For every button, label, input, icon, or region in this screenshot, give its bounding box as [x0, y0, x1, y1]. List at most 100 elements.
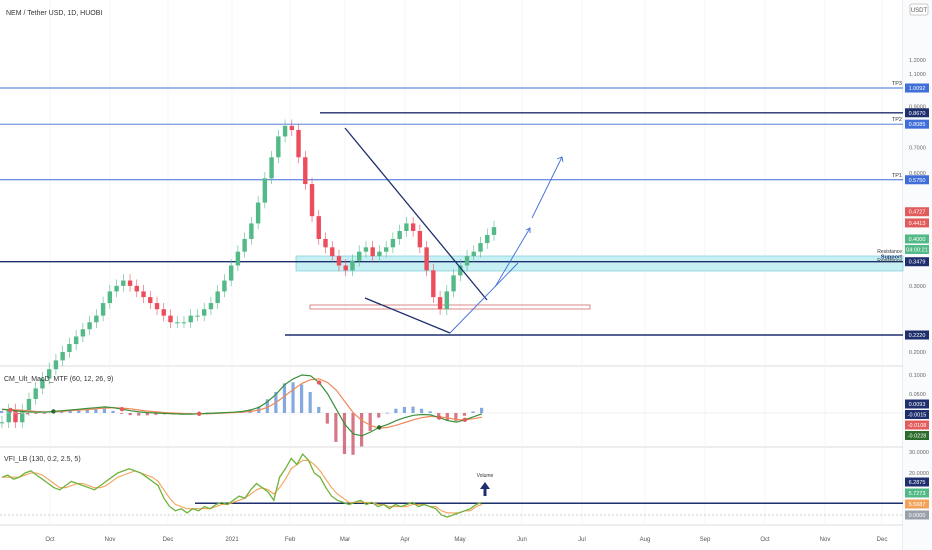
vfi-value-tag — [905, 477, 929, 487]
vfi-y-tick-label: 30.0000 — [909, 450, 929, 456]
macd-histogram-bar — [265, 399, 269, 413]
candle-body — [134, 285, 139, 292]
candle-body — [478, 243, 483, 252]
x-tick-label: Dec — [163, 537, 174, 543]
macd-histogram-bar — [34, 413, 38, 414]
macd-histogram-bar — [291, 382, 295, 413]
macd-histogram-bar — [454, 413, 458, 421]
candle-body — [471, 251, 476, 257]
price-tag — [905, 207, 929, 217]
descending-trendline — [344, 127, 488, 301]
macd-histogram-bar — [428, 411, 432, 413]
candle-body — [228, 265, 234, 281]
candle-body — [175, 322, 180, 324]
x-tick-label: Nov — [105, 537, 116, 543]
candle-body — [343, 265, 348, 271]
candle-body — [87, 322, 92, 330]
candle-body — [154, 303, 160, 310]
y-tick-label: 1.2000 — [909, 58, 926, 64]
macd-histogram-bar — [394, 408, 398, 413]
candle-body — [276, 136, 281, 158]
lower-wedge-line — [364, 297, 451, 334]
macd-histogram-bar — [77, 410, 81, 413]
currency-badge[interactable] — [909, 3, 929, 16]
macd-pane: 0.0093 -0.0015 -0.0108 -0.0228 — [0, 374, 929, 455]
price-tag-label: 0.5750 — [909, 178, 926, 184]
price-tags: 1.0092 0.8670 0.8085 0.5750 0.4727 0.4413 0.40… — [905, 83, 929, 340]
macd-y-tick-label: 0.0500 — [909, 392, 926, 398]
macd-histogram-bar — [154, 413, 158, 415]
x-tick-label: Oct — [760, 537, 770, 543]
candle-body — [242, 238, 247, 252]
macd-histogram-bar — [145, 413, 149, 416]
x-tick-label: Jul — [578, 537, 586, 543]
candle-body — [181, 322, 187, 324]
macd-histogram-bar — [342, 413, 347, 455]
x-tick-label: Feb — [285, 537, 296, 543]
vfi-value-tag-label: 5.7273 — [909, 491, 926, 497]
x-tick-label: Nov — [820, 537, 831, 543]
candle-body — [485, 234, 490, 244]
price-level-label: TP1 — [892, 173, 902, 179]
price-tag — [905, 83, 929, 93]
candle-body — [80, 329, 86, 337]
candle-body — [370, 247, 375, 257]
candle-body — [404, 223, 409, 231]
macd-histogram-bar — [437, 413, 441, 417]
x-tick-label: Jun — [517, 537, 527, 543]
y-tick-label: 0.6000 — [909, 171, 926, 177]
macd-cross-dot — [316, 380, 322, 385]
price-tag — [905, 330, 929, 340]
candle-body — [458, 265, 463, 276]
vfi-line — [1, 452, 483, 518]
candle-body — [13, 410, 18, 423]
candle-body — [417, 230, 423, 248]
vfi-value-tag — [905, 510, 929, 520]
macd-histogram-bar — [368, 413, 372, 431]
candle-body — [195, 315, 200, 317]
macd-histogram-bar — [111, 410, 115, 413]
candle-body — [121, 280, 126, 286]
price-tag-label: 0.4727 — [909, 210, 926, 216]
resistance-zone — [295, 255, 904, 272]
macd-line — [1, 374, 483, 437]
macd-y-tick-label: 0.1000 — [909, 373, 926, 379]
price-tag-label: 0.8670 — [909, 111, 926, 117]
support-zone — [309, 304, 591, 310]
rising-support-line — [449, 262, 519, 334]
volume-annotation: Volume — [477, 473, 494, 479]
candle-body — [330, 247, 335, 257]
resistance-label: Resistance — [877, 249, 902, 255]
macd-histogram-bar — [308, 392, 312, 413]
price-tag — [905, 244, 929, 254]
vfi-value-tag-label: 6.2875 — [909, 480, 926, 486]
price-candles — [0, 119, 497, 429]
macd-histogram-bar — [8, 412, 12, 414]
candle-body — [249, 223, 254, 239]
price-tag — [905, 218, 929, 228]
macd-histogram-bar — [68, 410, 72, 413]
x-tick-label: Apr — [400, 537, 409, 543]
candle-body — [303, 157, 308, 185]
candle-body — [431, 270, 436, 298]
price-tag-label: 0.4000 — [909, 237, 926, 243]
x-tick-label: Aug — [640, 537, 651, 543]
macd-histogram-bar — [300, 384, 304, 413]
x-tick-label: Sep — [700, 537, 711, 543]
candle-body — [0, 422, 5, 424]
candle-body — [262, 178, 268, 203]
y-tick-label: 0.9000 — [909, 105, 926, 111]
candle-body — [323, 238, 328, 248]
macd-histogram-bar — [94, 409, 98, 413]
price-tag-label: 0.4413 — [909, 221, 926, 227]
resistance-label: Resistance — [877, 258, 902, 264]
macd-value-tag — [905, 431, 929, 440]
candle-body — [444, 291, 450, 310]
candle-body — [336, 256, 342, 266]
macd-histogram-bar — [471, 411, 475, 413]
macd-value-tag-label: -0.0015 — [908, 413, 927, 419]
vfi-value-tag-label: 0.0000 — [909, 513, 926, 519]
x-axis-ticks: Oct Nov Dec 2021 Feb Mar Apr May Jun Jul Aug Sep Oct… — [45, 537, 887, 543]
candle-body — [309, 184, 315, 217]
